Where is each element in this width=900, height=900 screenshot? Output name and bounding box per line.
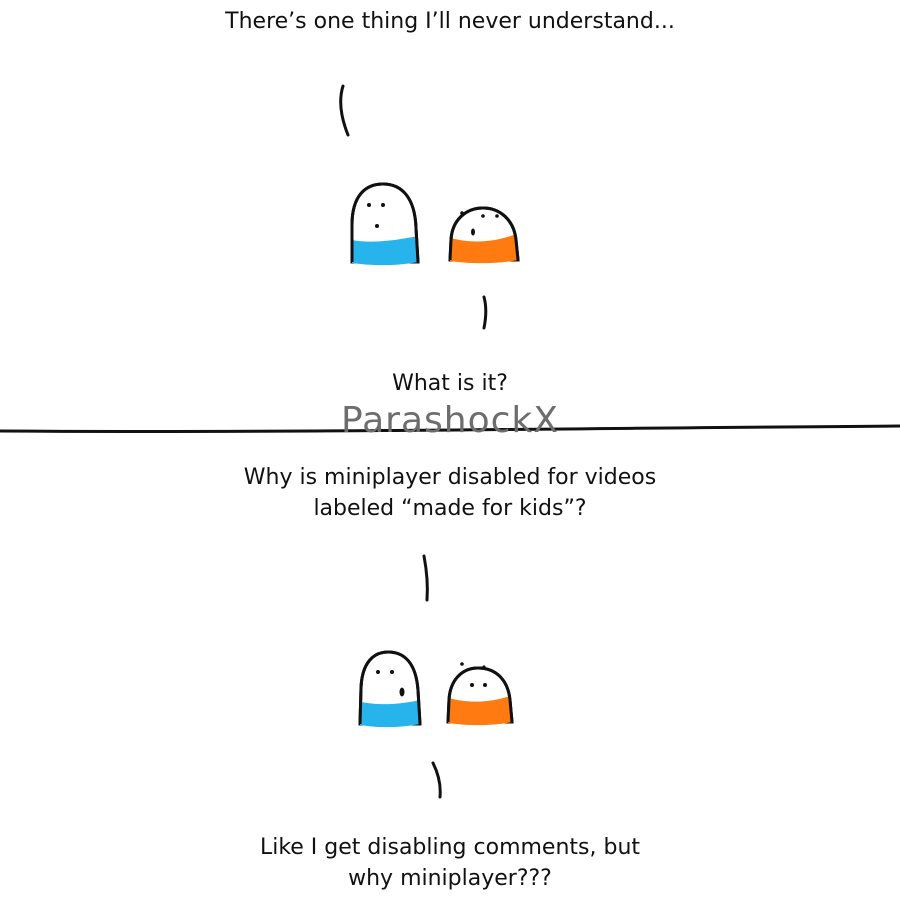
speech-tail-orange-panel-2 xyxy=(431,761,442,799)
orange-character-panel-2 xyxy=(446,662,514,726)
watermark: ParashockX xyxy=(341,400,559,441)
panel-1-caption-bottom: What is it? xyxy=(392,371,508,396)
speech-tail-blue-panel-1 xyxy=(339,84,350,137)
orange-character-panel-1 xyxy=(448,206,520,264)
panel-divider xyxy=(0,424,900,433)
panel-2-caption-top: Why is miniplayer disabled for videos la… xyxy=(243,465,657,521)
speech-tail-orange-panel-1 xyxy=(482,295,488,330)
panel-1-caption-top: There’s one thing I’ll never understand.… xyxy=(225,9,675,34)
speech-tail-blue-panel-2 xyxy=(422,554,429,602)
blue-character-panel-1 xyxy=(350,182,420,266)
panel-2-caption-bottom: Like I get disabling comments, but why m… xyxy=(259,835,641,891)
blue-character-panel-2 xyxy=(358,650,422,728)
